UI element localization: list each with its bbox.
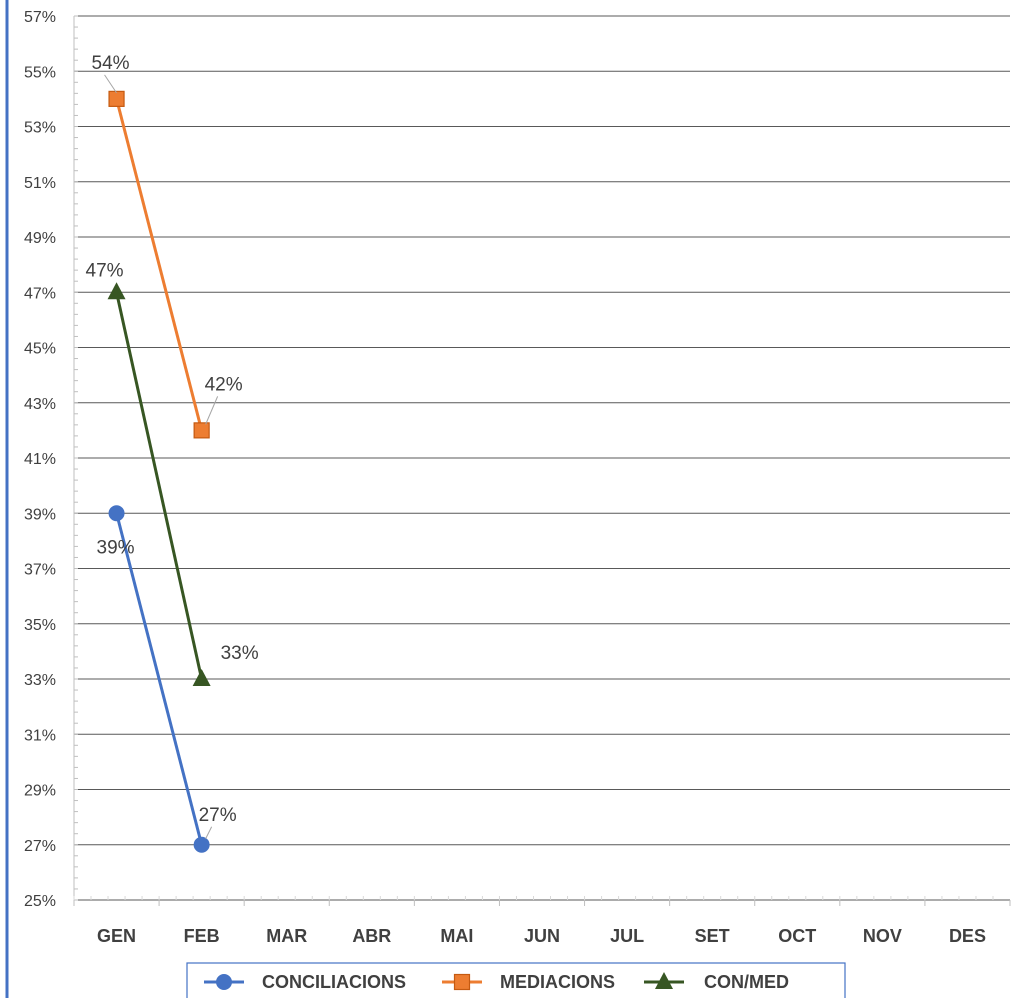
series-line	[115, 512, 204, 846]
y-tick-label: 25%	[24, 893, 56, 910]
data-point	[108, 90, 125, 107]
series-line	[115, 98, 204, 431]
y-tick-label: 31%	[24, 727, 56, 744]
x-tick-label: GEN	[97, 926, 136, 946]
legend-label: MEDIACIONS	[500, 972, 615, 992]
x-tick-label: NOV	[863, 926, 902, 946]
legend-marker	[655, 972, 673, 989]
legend-marker	[453, 973, 471, 991]
legend: CONCILIACIONS MEDIACIONS CON/MED	[186, 962, 846, 998]
y-tick-label: 49%	[24, 230, 56, 247]
data-label: 33%	[221, 643, 259, 664]
y-tick-label: 33%	[24, 672, 56, 689]
x-tick-label: MAI	[440, 926, 473, 946]
legend-label: CON/MED	[704, 972, 789, 992]
x-tick-label: OCT	[778, 926, 816, 946]
label-leader	[205, 396, 219, 425]
y-tick-label: 43%	[24, 396, 56, 413]
label-leader	[205, 826, 213, 839]
x-tick-label: MAR	[266, 926, 307, 946]
y-tick-label: 37%	[24, 562, 56, 579]
y-axis: 25% 27% 29% 31% 33% 35% 37% 39% 41% 43% 45% 47% 49% 5…	[24, 9, 56, 910]
x-axis: GEN FEB MAR ABR MAI JUN JUL SET OCT NOV DES	[97, 926, 986, 946]
y-tick-label: 41%	[24, 451, 56, 468]
x-tick-label: JUN	[524, 926, 560, 946]
y-tick-label: 55%	[24, 64, 56, 81]
chart-frame	[5, 0, 9, 998]
legend-marker	[216, 974, 232, 990]
data-labels: 39% 27% 54% 42% 47% 33%	[86, 53, 259, 839]
y-tick-label: 51%	[24, 175, 56, 192]
gridlines	[73, 15, 1011, 906]
legend-box	[186, 962, 846, 998]
data-label: 27%	[199, 805, 237, 826]
x-tick-label: ABR	[352, 926, 391, 946]
y-tick-label: 57%	[24, 9, 56, 26]
data-point	[108, 505, 125, 522]
data-label: 47%	[86, 260, 124, 281]
x-tick-label: JUL	[610, 926, 644, 946]
y-tick-label: 45%	[24, 341, 56, 358]
x-tick-label: DES	[949, 926, 986, 946]
label-leader	[104, 74, 117, 94]
data-label: 54%	[92, 53, 130, 74]
data-label: 42%	[205, 374, 243, 395]
series-line	[115, 291, 204, 680]
y-tick-label: 47%	[24, 285, 56, 302]
legend-label: CONCILIACIONS	[262, 972, 406, 992]
y-tick-label: 29%	[24, 783, 56, 800]
data-point	[193, 422, 210, 439]
y-tick-label: 35%	[24, 617, 56, 634]
y-tick-label: 27%	[24, 838, 56, 855]
series-layer	[107, 90, 211, 853]
y-tick-label: 39%	[24, 506, 56, 523]
data-point	[193, 836, 210, 853]
data-label: 39%	[97, 537, 135, 558]
x-tick-label: SET	[695, 926, 730, 946]
y-tick-label: 53%	[24, 120, 56, 137]
data-point	[192, 669, 211, 686]
data-point	[107, 282, 126, 300]
x-tick-label: FEB	[184, 926, 220, 946]
